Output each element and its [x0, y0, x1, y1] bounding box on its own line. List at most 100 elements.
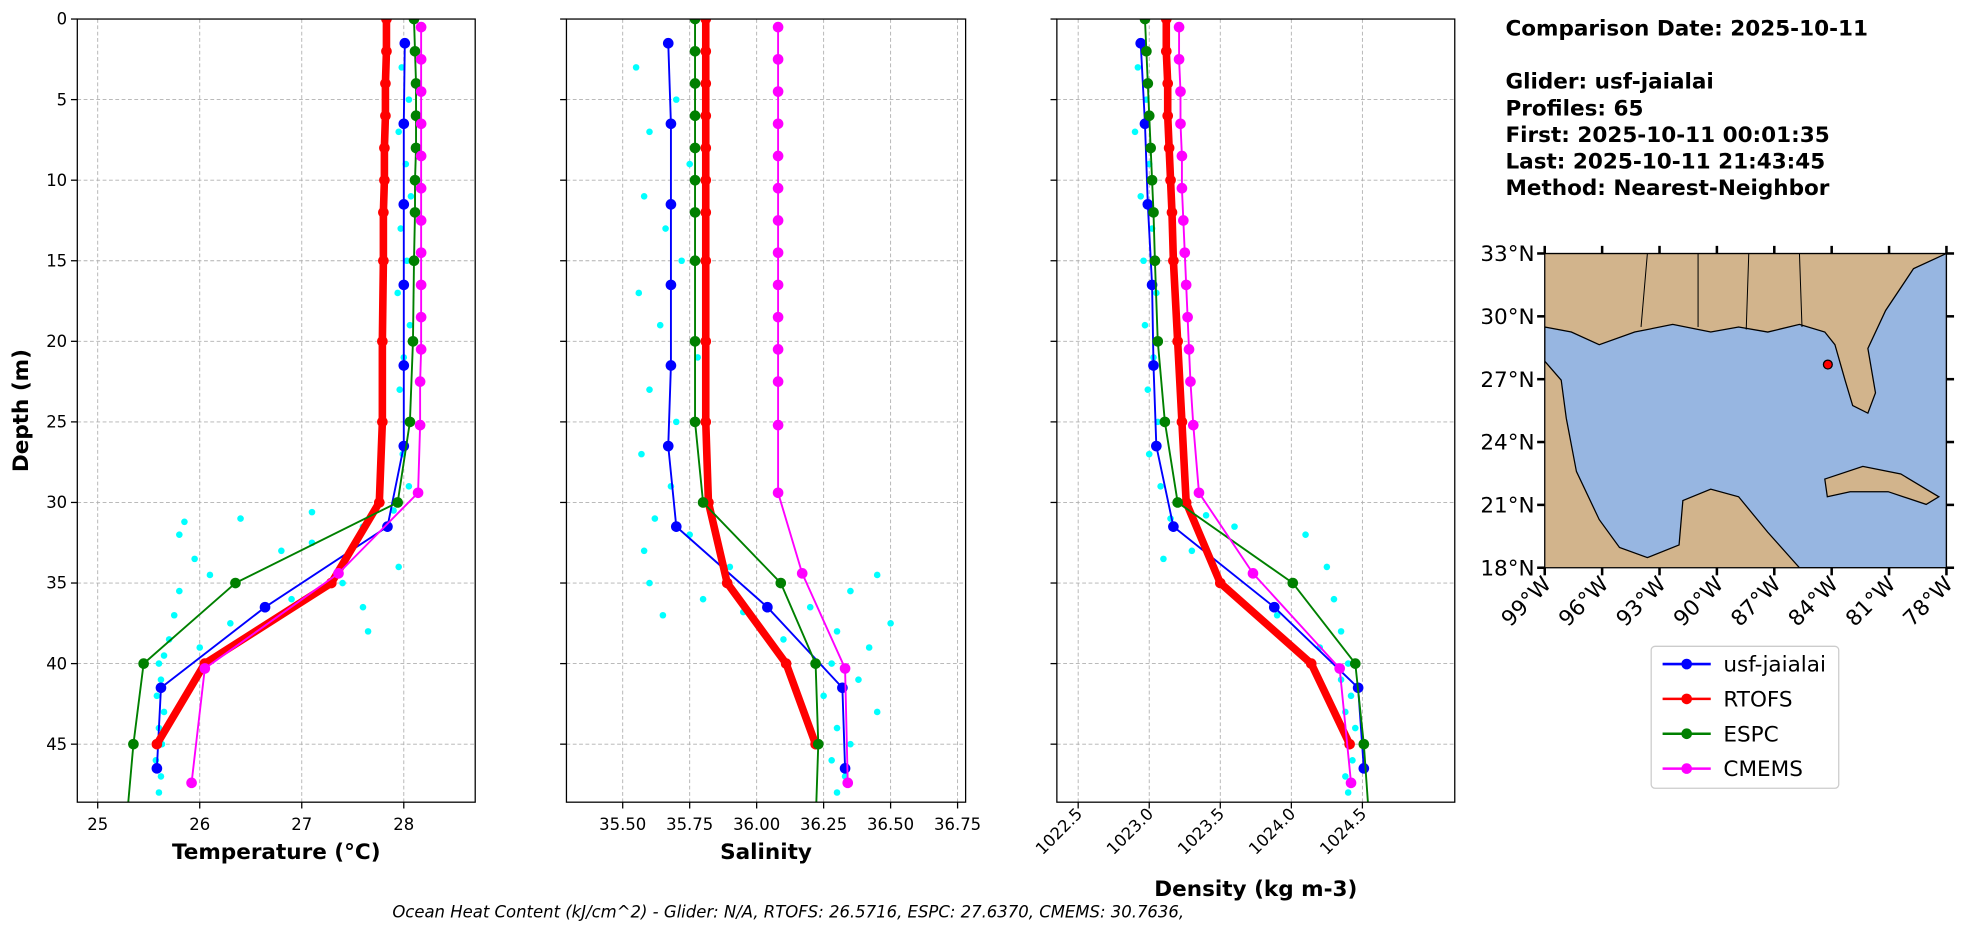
legend-label: usf-jaialai [1723, 653, 1826, 678]
scatter-point [153, 692, 161, 700]
series-marker [700, 78, 712, 89]
scatter-point [407, 192, 415, 200]
series-marker [1349, 658, 1361, 669]
series-marker [399, 37, 411, 49]
series-marker [772, 344, 784, 355]
series-marker [138, 658, 149, 669]
series-marker [1165, 174, 1176, 186]
series-marker [1145, 142, 1156, 154]
y-tick-label: 0 [57, 10, 67, 29]
legend-label: CMEMS [1723, 757, 1802, 782]
series-marker [772, 86, 784, 97]
series-marker [230, 577, 241, 589]
series-marker [381, 45, 392, 57]
series-marker [1214, 577, 1226, 589]
series-marker [1135, 37, 1147, 49]
scatter-point [656, 321, 664, 329]
scatter-point [1302, 531, 1309, 538]
series-marker [689, 142, 701, 154]
map-y-tick-label: 24°N [1480, 431, 1534, 456]
plot-area [121, 19, 427, 830]
map-y-tick-label: 30°N [1480, 305, 1534, 330]
series-marker [670, 521, 682, 532]
series-marker [700, 19, 712, 25]
series-marker [1148, 360, 1159, 371]
series-marker [1179, 247, 1191, 259]
series-line [1178, 27, 1352, 783]
series-marker [1143, 110, 1155, 122]
series-marker [1149, 255, 1161, 267]
x-tick-label: 36.75 [934, 815, 981, 834]
series-marker [772, 419, 784, 431]
series-marker [1162, 78, 1174, 89]
x-tick-label: 35.75 [666, 815, 713, 834]
scatter-point [227, 620, 234, 627]
series-marker [1168, 521, 1179, 532]
scatter-point [833, 724, 841, 732]
x-tick-label: 36.50 [867, 815, 914, 834]
scatter-point [176, 587, 183, 595]
scatter-point [181, 518, 188, 526]
series-marker [775, 577, 787, 589]
scatter-point [403, 257, 411, 265]
series-marker [1287, 577, 1299, 589]
series-marker [186, 777, 197, 789]
series-marker [689, 416, 701, 428]
series-marker [408, 19, 420, 25]
y-tick-label: 10 [46, 171, 67, 190]
scatter-point [170, 611, 178, 619]
scatter-point [359, 603, 367, 611]
series-marker [839, 763, 851, 774]
series-marker [1193, 487, 1205, 499]
series-marker [772, 21, 784, 33]
series-marker [700, 142, 712, 154]
series-marker [1175, 118, 1186, 130]
scatter-point [828, 660, 835, 667]
series-marker [414, 376, 426, 387]
series-marker [415, 150, 427, 162]
legend-marker [1681, 763, 1692, 774]
series-marker [1139, 19, 1151, 25]
series-marker [772, 311, 784, 323]
series-marker [381, 19, 392, 25]
series-marker [810, 658, 821, 669]
x-tick-label: 25 [87, 815, 108, 834]
scatter-point [1330, 595, 1338, 603]
scatter-point [847, 740, 854, 748]
x-tick-label: 1023.0 [1103, 804, 1157, 858]
series-marker [415, 21, 427, 33]
series-marker [1176, 182, 1188, 194]
series-marker [697, 497, 709, 508]
x-axis-label: Density (kg m-3) [1154, 877, 1357, 902]
scatter-point [833, 789, 841, 796]
series-marker [408, 255, 420, 267]
series-marker [1187, 419, 1199, 431]
scatter-point [659, 611, 667, 619]
scatter-point [278, 547, 285, 555]
scatter-point [1202, 512, 1210, 519]
x-tick-label: 1024.5 [1316, 804, 1370, 858]
series-marker [772, 376, 784, 387]
series-marker [1151, 440, 1162, 452]
series-marker [700, 45, 712, 57]
series-marker [772, 215, 784, 226]
series-marker [1247, 568, 1259, 579]
series-marker [1146, 174, 1158, 186]
scatter-point [672, 418, 680, 426]
scatter-point [191, 555, 198, 563]
x-tick-label: 27 [291, 815, 312, 834]
series-marker [772, 247, 784, 259]
scatter-point [699, 595, 707, 603]
axes-frame [1056, 18, 1456, 803]
series-marker [121, 819, 132, 830]
scatter-point [651, 515, 659, 522]
x-tick-label: 28 [393, 815, 414, 834]
series-marker [404, 416, 416, 428]
series-marker [333, 568, 344, 579]
series-marker [1305, 658, 1317, 669]
series-marker [409, 45, 421, 57]
y-tick-label: 45 [46, 735, 67, 754]
series-marker [796, 568, 808, 579]
series-marker [772, 182, 784, 194]
